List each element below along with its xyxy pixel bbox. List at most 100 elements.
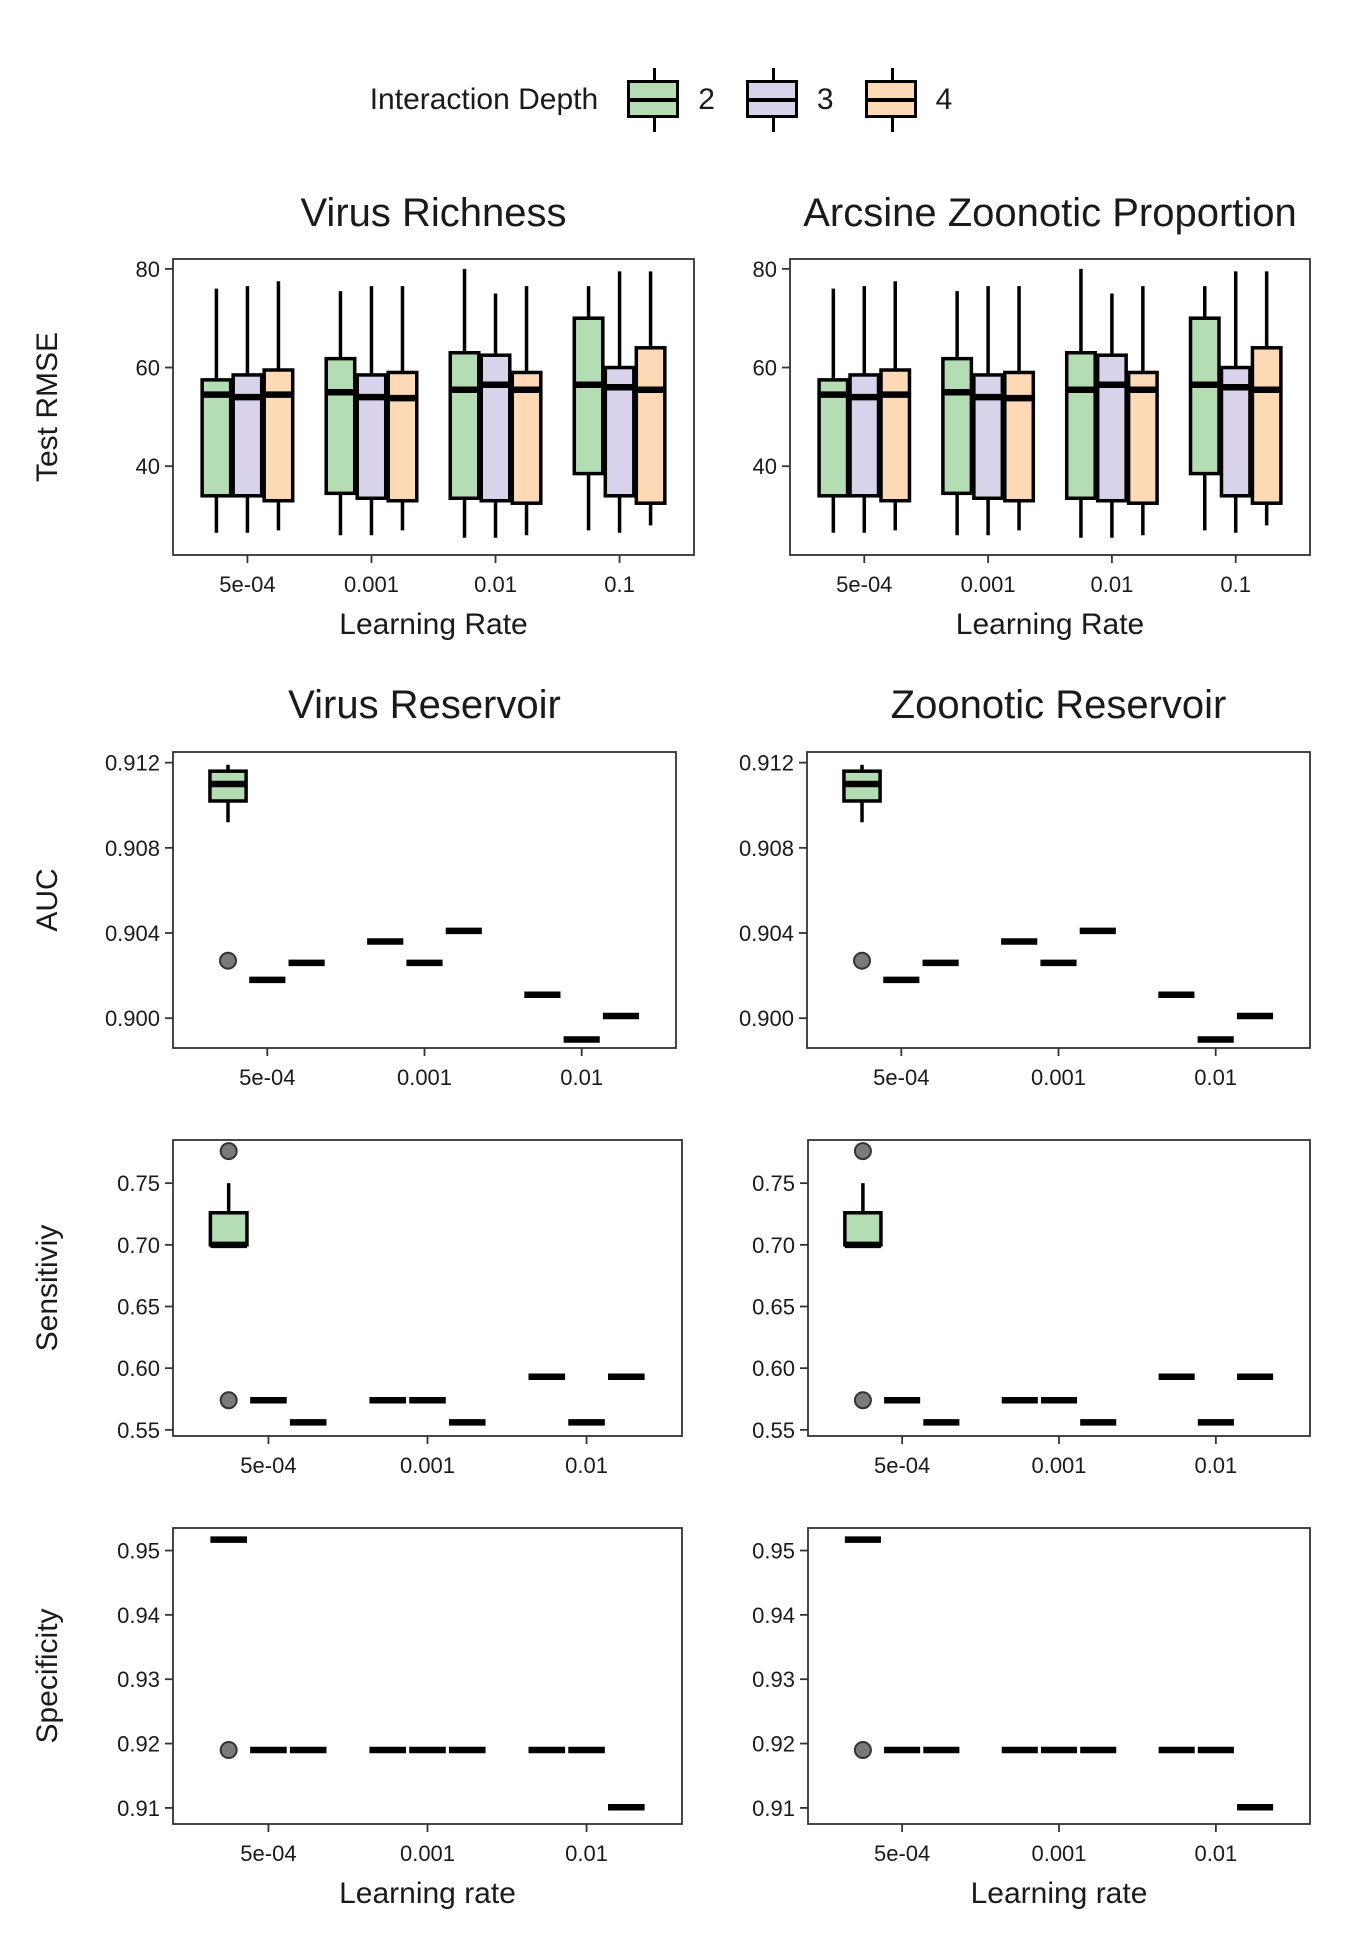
x-tick-label: 5e-04 (874, 1453, 930, 1478)
y-tick-label: 0.70 (752, 1233, 795, 1258)
plot-frame (172, 1527, 683, 1825)
chart-title: Virus Richness (300, 191, 566, 235)
box-body (1250, 346, 1283, 505)
box-body (1188, 316, 1221, 476)
y-tick-label: 0.904 (105, 921, 160, 946)
outlier-point (853, 1391, 872, 1410)
x-tick-label: 0.1 (604, 572, 635, 597)
legend-label: 3 (816, 83, 834, 116)
x-axis-label: Learning rate (339, 1877, 516, 1910)
y-tick-label: 0.75 (117, 1171, 160, 1196)
plot-frame (807, 1527, 1311, 1825)
legend-item-depth-4: 4 (862, 68, 953, 132)
y-tick-label: 0.908 (739, 836, 794, 861)
x-tick-label: 0.001 (400, 1453, 455, 1478)
x-tick-label: 0.001 (397, 1065, 452, 1090)
x-tick-label: 0.01 (565, 1453, 608, 1478)
y-tick-label: 0.900 (739, 1006, 794, 1031)
box-body (479, 353, 512, 503)
x-tick-label: 0.01 (1194, 1065, 1237, 1090)
plot-frame (807, 1139, 1311, 1437)
legend-key (624, 68, 684, 132)
x-tick-label: 0.001 (1031, 1841, 1086, 1866)
y-tick-label: 0.91 (752, 1796, 795, 1821)
plot-frame (806, 751, 1311, 1049)
y-tick-label: 0.65 (117, 1295, 160, 1320)
outlier-point (853, 1741, 872, 1759)
box-body (572, 316, 605, 476)
box-body (1095, 353, 1128, 503)
x-tick-label: 0.001 (400, 1841, 455, 1866)
y-tick-label: 0.60 (752, 1356, 795, 1381)
box-body (324, 356, 357, 496)
legend: Interaction Depth 2 3 4 (0, 68, 1350, 132)
x-tick-label: 5e-04 (219, 572, 275, 597)
box-body (448, 350, 481, 501)
x-tick-label: 5e-04 (836, 572, 892, 597)
y-tick-label: 0.92 (752, 1732, 795, 1757)
x-tick-label: 5e-04 (240, 1841, 296, 1866)
box-body (941, 356, 974, 496)
y-tick-label: 0.904 (739, 921, 794, 946)
x-tick-label: 0.01 (474, 572, 517, 597)
x-tick-label: 5e-04 (874, 1841, 930, 1866)
legend-label: 2 (698, 83, 715, 116)
box-body (262, 368, 295, 503)
outlier-point (219, 1391, 238, 1410)
outlier-point (219, 1142, 238, 1161)
outlier-point (853, 1142, 872, 1161)
outlier-point (219, 951, 238, 970)
x-tick-label: 0.001 (344, 572, 399, 597)
y-tick-label: 80 (136, 257, 160, 282)
outlier-point (853, 951, 872, 970)
y-tick-label: 60 (753, 356, 777, 381)
legend-title: Interaction Depth (369, 83, 599, 116)
chart-title: Zoonotic Reservoir (891, 683, 1227, 727)
box-body (879, 368, 912, 503)
y-tick-label: 40 (136, 454, 160, 479)
y-tick-label: 0.900 (105, 1006, 160, 1031)
outlier-point (219, 1741, 238, 1759)
box-body (1126, 370, 1159, 505)
box-body (355, 373, 388, 501)
y-axis-label: Specificity (31, 1608, 64, 1743)
x-tick-label: 5e-04 (239, 1065, 295, 1090)
legend-item-depth-2: 2 (624, 68, 715, 132)
y-tick-label: 0.75 (752, 1171, 795, 1196)
x-tick-label: 0.01 (1090, 572, 1133, 597)
y-tick-label: 60 (136, 356, 160, 381)
box-body (231, 373, 264, 498)
x-tick-label: 0.01 (1194, 1841, 1237, 1866)
y-tick-label: 0.95 (752, 1539, 795, 1564)
y-axis-label: Sensitiviy (31, 1225, 64, 1352)
box-body (843, 1211, 883, 1247)
x-tick-label: 0.001 (961, 572, 1016, 597)
chart-title: Virus Reservoir (288, 683, 561, 727)
legend-item-depth-3: 3 (743, 68, 834, 132)
y-tick-label: 0.94 (117, 1603, 160, 1628)
plot-frame (172, 751, 677, 1049)
y-tick-label: 80 (753, 257, 777, 282)
legend-label: 4 (935, 83, 953, 116)
y-axis-label: AUC (31, 868, 64, 931)
box-body (1064, 350, 1097, 501)
x-axis-label: Learning Rate (339, 608, 527, 641)
x-tick-label: 5e-04 (240, 1453, 296, 1478)
box-body (634, 346, 667, 505)
y-tick-label: 0.94 (752, 1603, 795, 1628)
chart-title: Arcsine Zoonotic Proportion (803, 191, 1297, 235)
box-body (817, 378, 850, 498)
box-body (200, 378, 233, 498)
legend-key (743, 68, 803, 132)
x-tick-label: 0.01 (565, 1841, 608, 1866)
x-axis-label: Learning rate (971, 1877, 1148, 1910)
plot-frame (172, 258, 695, 556)
y-tick-label: 0.92 (117, 1732, 160, 1757)
box-body (1003, 370, 1036, 503)
box-body (848, 373, 881, 498)
box-body (208, 1211, 249, 1247)
x-tick-label: 0.01 (1194, 1453, 1237, 1478)
y-tick-label: 0.93 (752, 1667, 795, 1692)
plot-frame (789, 258, 1311, 556)
